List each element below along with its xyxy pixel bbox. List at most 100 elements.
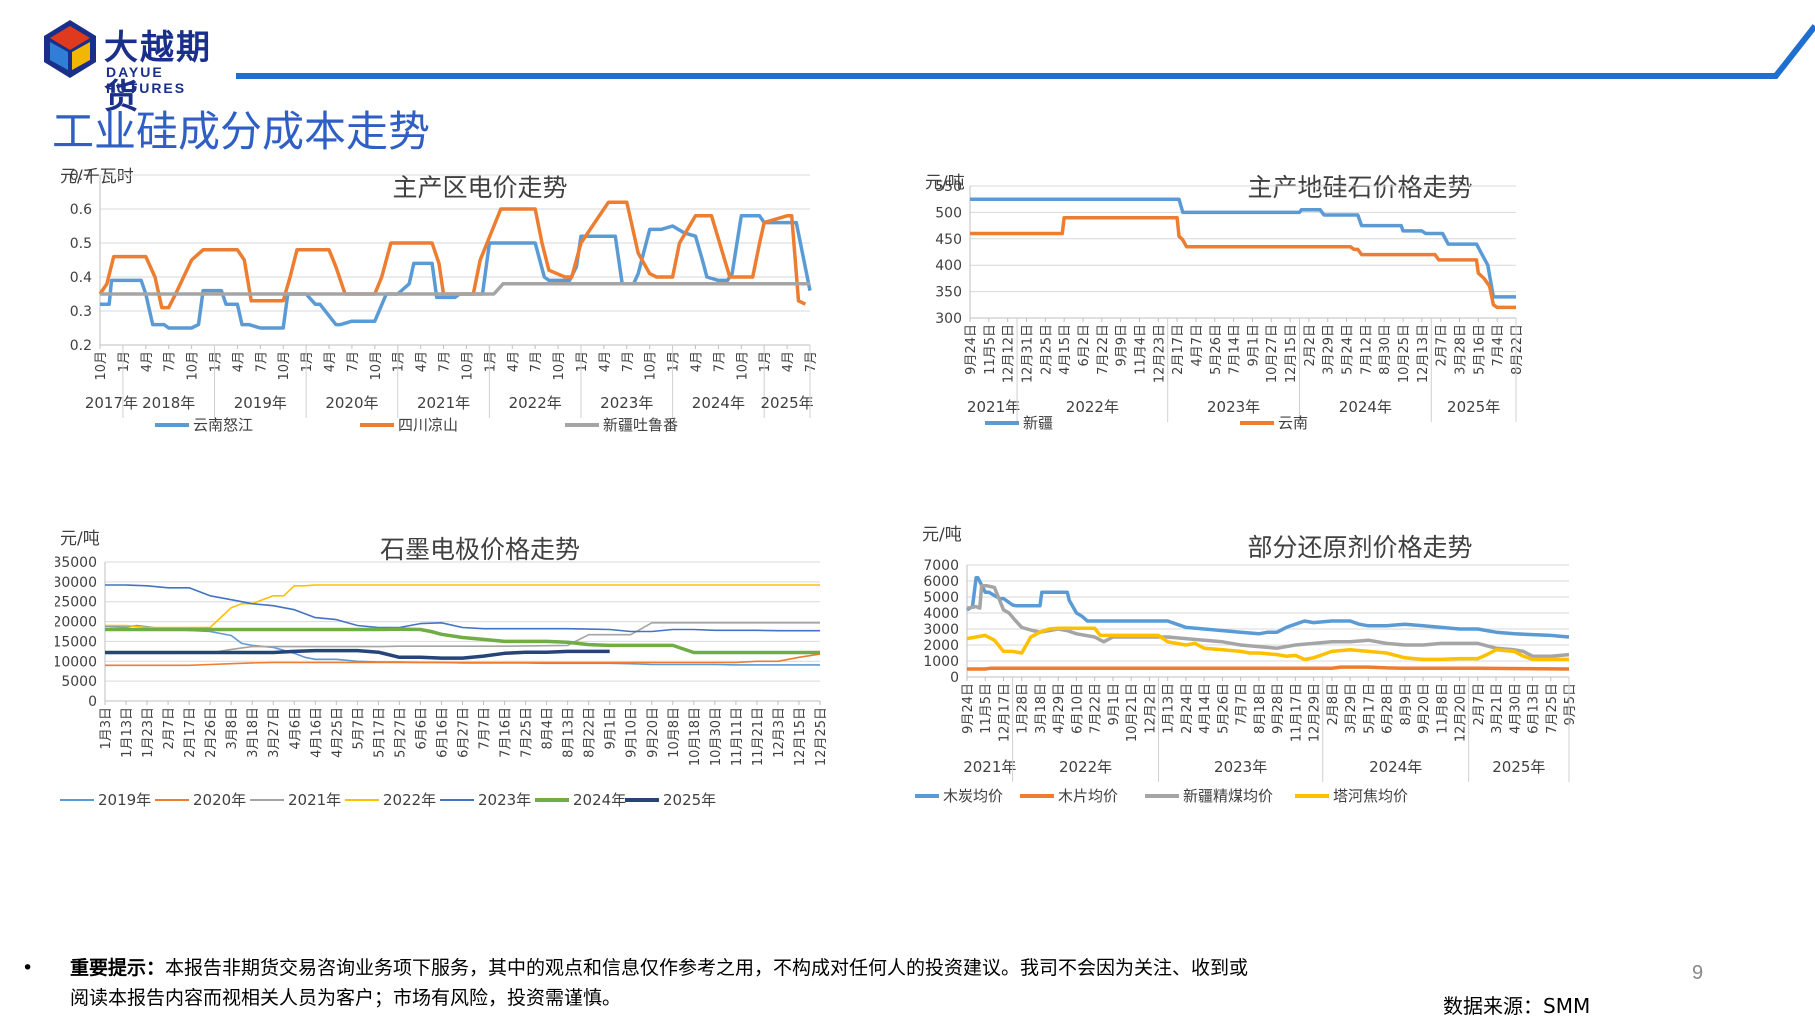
x-tick-label: 7月: [529, 351, 544, 372]
logo: 大越期货 DAYUE FUTURES: [44, 20, 244, 117]
x-tick-label: 2月2日: [1303, 324, 1318, 367]
x-tick-label: 7月4日: [1491, 324, 1506, 367]
x-tick-label: 4月: [323, 351, 338, 372]
y-tick-label: 400: [935, 258, 962, 274]
x-tick-label: 10月: [277, 351, 292, 381]
x-tick-label: 2月7日: [1472, 683, 1487, 726]
x-tick-label: 10月: [735, 351, 750, 381]
x-tick-label: 11月11日: [730, 707, 745, 766]
x-tick-label: 3月18日: [1034, 683, 1049, 734]
x-tick-label: 4月16日: [309, 707, 324, 758]
y-tick-label: 35000: [55, 555, 97, 571]
x-tick-label: 2月24日: [1180, 683, 1195, 734]
year-label: 2019年: [234, 394, 287, 412]
legend-label: 云南怒江: [193, 416, 253, 434]
x-tick-label: 9月24日: [964, 324, 979, 375]
x-tick-label: 2月7日: [162, 707, 177, 750]
x-tick-label: 7月: [163, 351, 178, 372]
series-line-2025年: [105, 648, 610, 660]
series-line-2022年: [105, 584, 820, 629]
legend-label: 新疆精煤均价: [1183, 787, 1273, 805]
x-tick-label: 6月27日: [457, 707, 472, 758]
y-tick-label: 25000: [55, 595, 97, 611]
x-tick-label: 2月25日: [1039, 324, 1054, 375]
chart-graphite-ylabel: 元/吨: [60, 529, 100, 549]
x-tick-label: 7月7日: [478, 707, 493, 750]
x-tick-label: 1月: [300, 351, 315, 372]
legend-label: 2021年: [288, 791, 341, 809]
legend-label: 2025年: [663, 791, 716, 809]
x-tick-label: 10月: [94, 351, 109, 381]
series-line-云南怒江: [100, 214, 812, 330]
x-tick-label: 9月1日: [1107, 683, 1122, 726]
series-line-2020年: [105, 653, 821, 667]
x-tick-label: 1月: [209, 351, 224, 372]
x-tick-label: 1月: [575, 351, 590, 372]
chart-electricity-title: 主产区电价走势: [392, 173, 568, 202]
x-tick-label: 7月: [621, 351, 636, 372]
x-tick-label: 9月1日: [604, 707, 619, 750]
x-tick-label: 3月28日: [1454, 324, 1469, 375]
x-tick-label: 7月22日: [1089, 683, 1104, 734]
x-tick-label: 7月: [254, 351, 269, 372]
chart-silica-ylabel: 元/吨: [925, 173, 965, 193]
x-tick-label: 3月27日: [267, 707, 282, 758]
data-source: 数据来源：SMM: [1443, 994, 1591, 1018]
x-tick-label: 4月25日: [330, 707, 345, 758]
y-tick-label: 20000: [55, 615, 97, 631]
y-tick-label: 30000: [55, 575, 97, 591]
x-tick-label: 9月1日: [1246, 324, 1261, 367]
x-tick-label: 2月17日: [183, 707, 198, 758]
y-tick-label: 7000: [923, 558, 959, 574]
chart-reductants: 元/吨 部分还原剂价格走势 0 1000 2000 3000 4000 5000 6000 7…: [915, 520, 1805, 950]
x-tick-label: 4月14日: [1198, 683, 1213, 734]
series-line-木炭均价: [966, 576, 1570, 639]
x-tick-label: 10月: [644, 351, 659, 381]
x-tick-label: 5月27日: [393, 707, 408, 758]
year-label: 2023年: [1214, 758, 1267, 776]
legend-label: 四川凉山: [398, 416, 458, 434]
chart-electricity-ylabel: 元/千瓦时: [60, 167, 134, 187]
x-tick-label: 7月: [438, 351, 453, 372]
x-tick-label: 12月2日: [1143, 683, 1158, 734]
x-tick-label: 5月26日: [1216, 683, 1231, 734]
x-tick-label: 1月: [392, 351, 407, 372]
x-tick-label: 1月13日: [1162, 683, 1177, 734]
series-line-2024年: [105, 627, 820, 655]
brand-name-cn: 大越期货: [104, 28, 212, 117]
series-line-新疆精煤均价: [966, 584, 1570, 658]
year-label: 2023年: [1207, 398, 1260, 416]
x-tick-label: 11月5日: [983, 324, 998, 375]
chart-graphite-title: 石墨电极价格走势: [379, 535, 580, 564]
brand-name-en: DAYUE FUTURES: [106, 64, 187, 96]
x-tick-label: 8月13日: [562, 707, 577, 758]
x-tick-label: 3月29日: [1322, 324, 1337, 375]
y-tick-label: 0.2: [70, 338, 92, 354]
disclaimer-bullet: •: [22, 957, 34, 979]
x-tick-label: 11月5日: [979, 683, 994, 734]
year-label: 2024年: [692, 394, 745, 412]
x-tick-label: 10月: [460, 351, 475, 381]
x-tick-label: 2月8日: [1326, 683, 1341, 726]
x-tick-label: 9月9日: [1115, 324, 1130, 367]
y-tick-label: 0.6: [70, 202, 92, 218]
page-number: 9: [1692, 962, 1704, 984]
series-line-2023年: [105, 584, 820, 633]
x-tick-label: 1月: [117, 351, 132, 372]
x-tick-label: 3月18日: [246, 707, 261, 758]
x-tick-label: 12月25日: [814, 707, 829, 766]
x-tick-label: 3月29日: [1344, 683, 1359, 734]
x-tick-label: 2月17日: [1171, 324, 1186, 375]
y-tick-label: 0: [950, 670, 959, 686]
x-tick-label: 9月10日: [625, 707, 640, 758]
x-tick-label: 10月: [369, 351, 384, 381]
x-tick-label: 1月: [758, 351, 773, 372]
x-tick-label: 12月31日: [1020, 324, 1035, 383]
x-tick-label: 11月17日: [1289, 683, 1304, 742]
y-tick-label: 0.4: [70, 270, 92, 286]
x-tick-label: 12月29日: [1308, 683, 1323, 742]
x-tick-label: 11月21日: [751, 707, 766, 766]
y-tick-label: 0.3: [70, 304, 92, 320]
x-tick-label: 10月8日: [667, 707, 682, 758]
